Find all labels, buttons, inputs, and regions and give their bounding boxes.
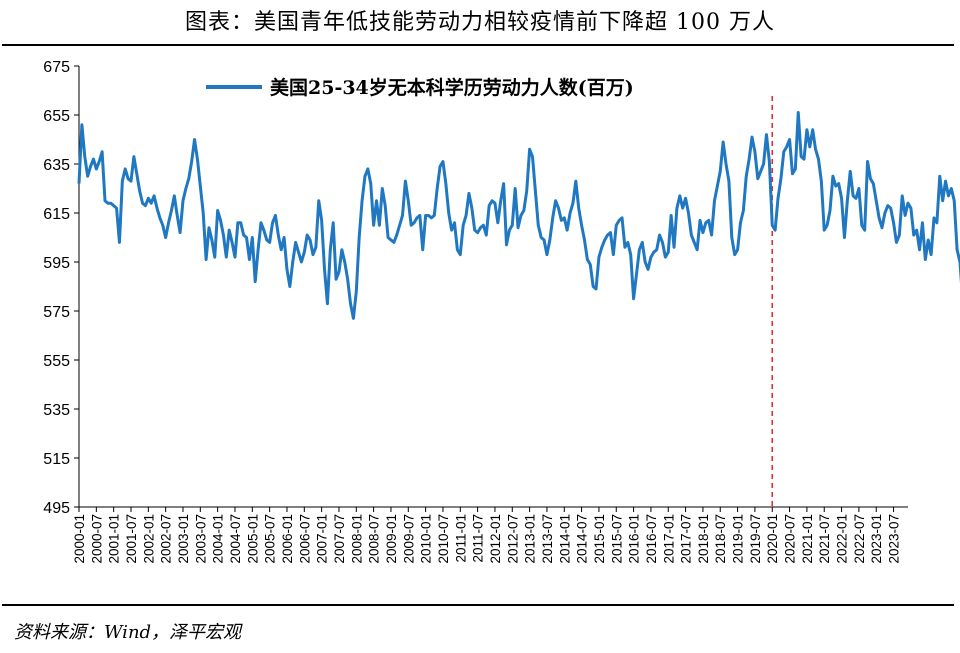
- x-tick-label: 2007-01: [315, 514, 330, 564]
- y-tick-label: 515: [43, 451, 70, 468]
- x-tick-label: 2021-01: [800, 514, 815, 564]
- y-tick-label: 615: [43, 206, 70, 223]
- x-tick-label: 2020-07: [783, 514, 798, 564]
- x-tick-label: 2017-01: [661, 514, 676, 564]
- x-tick-label: 2004-07: [228, 514, 243, 564]
- y-tick-label: 535: [43, 402, 70, 419]
- y-tick-label: 555: [43, 353, 70, 370]
- x-tick-label: 2009-07: [401, 514, 416, 564]
- x-tick-label: 2001-07: [124, 514, 139, 564]
- x-tick-label: 2010-01: [419, 514, 434, 564]
- bottom-rule: [2, 604, 954, 606]
- x-tick-label: 2005-07: [263, 514, 278, 564]
- figure-title: 图表：美国青年低技能劳动力相较疫情前下降超 100 万人: [185, 10, 775, 35]
- x-tick-label: 2011-01: [453, 514, 468, 563]
- y-tick-label: 635: [43, 157, 70, 174]
- x-tick-label: 2005-01: [245, 514, 260, 564]
- x-tick-label: 2018-07: [713, 514, 728, 564]
- x-tick-label: 2006-07: [297, 514, 312, 564]
- x-tick-label: 2006-01: [280, 514, 295, 564]
- x-tick-label: 2002-07: [159, 514, 174, 564]
- x-tick-label: 2018-01: [696, 514, 711, 564]
- x-tick-label: 2015-01: [592, 514, 607, 564]
- x-tick-label: 2014-01: [557, 514, 572, 564]
- source-note: 资料来源：Wind，泽平宏观: [14, 622, 242, 643]
- x-tick-label: 2001-01: [107, 514, 122, 564]
- x-tick-label: 2013-01: [523, 514, 538, 564]
- y-tick-label: 575: [43, 304, 70, 321]
- x-tick-label: 2008-07: [367, 514, 382, 564]
- x-tick-label: 2016-07: [644, 514, 659, 564]
- legend: 美国25-34岁无本科学历劳动力人数(百万): [206, 76, 634, 99]
- x-tick-label: 2007-07: [332, 514, 347, 564]
- legend-label: 美国25-34岁无本科学历劳动力人数(百万): [270, 76, 634, 99]
- x-tick-label: 2016-01: [627, 514, 642, 564]
- y-tick-group: 675 655 635 615 595 575 555 535 515 495: [43, 59, 79, 517]
- x-tick-label: 2000-01: [72, 514, 87, 564]
- x-tick-label: 2009-01: [384, 514, 399, 564]
- x-tick-label: 2010-07: [436, 514, 451, 564]
- x-tick-label: 2015-07: [609, 514, 624, 564]
- x-tick-label: 2019-01: [731, 514, 746, 564]
- x-tick-label: 2008-01: [349, 514, 364, 564]
- x-tick-group: 2000-01 2000-07 2001-01 2001-07 2002-01 2002-…: [72, 507, 902, 564]
- x-tick-label: 2022-01: [835, 514, 850, 564]
- x-tick-label: 2000-07: [89, 514, 104, 564]
- y-tick-label: 595: [43, 255, 70, 272]
- x-tick-label: 2002-01: [141, 514, 156, 564]
- y-tick-label: 675: [43, 59, 70, 76]
- x-tick-label: 2020-01: [765, 514, 780, 564]
- x-tick-label: 2021-07: [817, 514, 832, 564]
- x-tick-label: 2003-01: [176, 514, 191, 564]
- x-tick-label: 2012-01: [488, 514, 503, 564]
- x-tick-label: 2017-07: [679, 514, 694, 564]
- x-tick-label: 2012-07: [505, 514, 520, 564]
- series-line: [77, 111, 960, 320]
- x-tick-label: 2013-07: [540, 514, 555, 564]
- x-tick-label: 2011-07: [471, 514, 486, 563]
- x-tick-label: 2014-07: [575, 514, 590, 564]
- x-tick-label: 2019-07: [748, 514, 763, 564]
- y-tick-label: 495: [43, 500, 70, 517]
- x-tick-label: 2004-01: [211, 514, 226, 564]
- x-tick-label: 2022-07: [852, 514, 867, 564]
- x-tick-label: 2023-01: [869, 514, 884, 564]
- x-tick-label: 2023-07: [887, 514, 902, 564]
- x-tick-label: 2003-07: [193, 514, 208, 564]
- y-tick-label: 655: [43, 108, 70, 125]
- top-rule: [2, 44, 954, 46]
